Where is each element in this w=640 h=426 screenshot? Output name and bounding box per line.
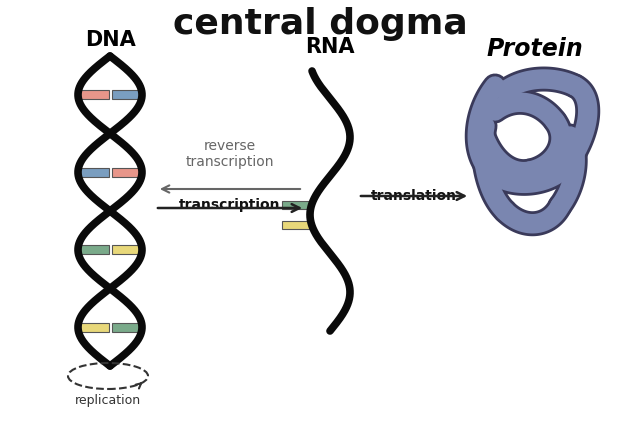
Bar (79, 323, 109, 332)
Text: translation: translation (371, 189, 457, 202)
Text: replication: replication (75, 393, 141, 406)
Bar (111, 168, 141, 177)
Bar (111, 323, 141, 332)
Text: DNA: DNA (84, 30, 136, 50)
Bar (79, 246, 109, 255)
Text: reverse
transcription: reverse transcription (186, 138, 275, 169)
Bar (111, 91, 141, 100)
Text: Protein: Protein (486, 37, 584, 61)
Bar (282, 221, 310, 229)
Bar (79, 91, 109, 100)
Bar (111, 246, 141, 255)
Bar (282, 201, 310, 209)
Text: RNA: RNA (305, 37, 355, 57)
Bar (79, 168, 109, 177)
Text: transcription: transcription (179, 198, 281, 211)
Text: central dogma: central dogma (173, 7, 467, 41)
